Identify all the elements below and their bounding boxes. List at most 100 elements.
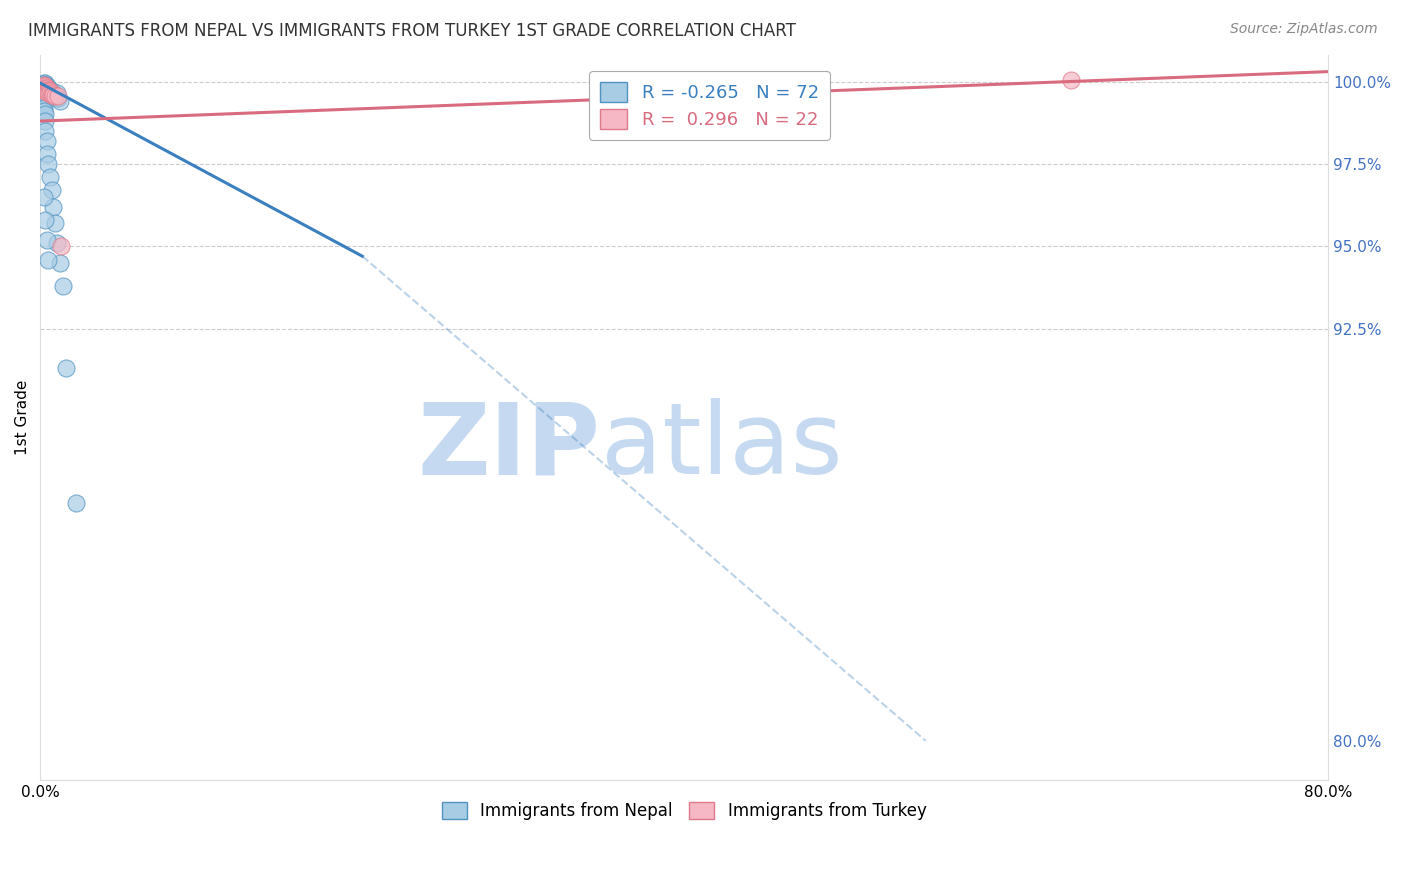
Point [34,83,56,97]
Point [32,83,55,97]
Point [32,104,55,119]
Point [35,84,58,98]
Point [44,87,66,102]
Point [32,78,55,92]
Point [35,79,58,94]
Point [32,78,55,92]
Point [51,239,73,253]
Point [34,81,56,95]
Point [34,83,56,97]
Point [35,81,58,95]
Point [35,147,58,161]
Point [35,87,58,102]
Legend: Immigrants from Nepal, Immigrants from Turkey: Immigrants from Nepal, Immigrants from T… [436,795,934,826]
Point [37,84,59,98]
Point [35,84,58,98]
Point [34,81,56,95]
Point [34,124,56,138]
Point [39,86,62,100]
Point [41,86,63,100]
Point [41,84,63,98]
Point [1059,73,1081,87]
Point [32,76,55,90]
Point [45,91,67,105]
Point [32,81,55,95]
Point [42,87,65,102]
Point [34,78,56,92]
Point [34,79,56,94]
Point [34,83,56,97]
Point [55,361,77,376]
Text: ZIP: ZIP [418,398,600,495]
Point [34,76,56,90]
Text: Source: ZipAtlas.com: Source: ZipAtlas.com [1230,22,1378,37]
Point [34,87,56,102]
Point [34,84,56,98]
Point [34,78,56,92]
Point [39,83,62,97]
Point [37,81,59,95]
Text: atlas: atlas [600,398,842,495]
Point [39,86,62,100]
Point [65,496,87,510]
Point [34,81,56,95]
Text: IMMIGRANTS FROM NEPAL VS IMMIGRANTS FROM TURKEY 1ST GRADE CORRELATION CHART: IMMIGRANTS FROM NEPAL VS IMMIGRANTS FROM… [28,22,796,40]
Point [34,107,56,121]
Point [31,97,53,112]
Point [32,83,55,97]
Point [45,86,67,100]
Point [32,81,55,95]
Y-axis label: 1st Grade: 1st Grade [15,380,30,456]
Point [32,79,55,94]
Point [35,81,58,95]
Point [32,190,55,204]
Point [31,78,53,92]
Point [48,256,70,270]
Point [34,79,56,94]
Point [39,170,62,185]
Point [32,81,55,95]
Point [35,233,58,247]
Point [37,83,59,97]
Point [42,87,65,102]
Point [37,84,59,98]
Point [39,87,62,102]
Point [35,83,58,97]
Point [32,84,55,98]
Point [37,157,59,171]
Point [35,84,58,98]
Point [37,89,59,103]
Point [37,252,59,267]
Point [35,134,58,148]
Point [46,89,69,103]
Point [41,87,63,102]
Point [34,86,56,100]
Point [41,86,63,100]
Point [52,278,75,293]
Point [37,83,59,97]
Point [41,87,63,102]
Point [39,84,62,98]
Point [34,213,56,227]
Point [34,79,56,94]
Point [35,83,58,97]
Point [35,86,58,100]
Point [39,84,62,98]
Point [44,216,66,230]
Point [46,91,69,105]
Point [42,86,65,100]
Point [48,95,70,109]
Point [37,86,59,100]
Point [44,89,66,103]
Point [41,183,63,197]
Point [34,114,56,128]
Point [37,86,59,100]
Point [32,79,55,94]
Point [32,101,55,115]
Point [44,89,66,103]
Point [32,79,55,94]
Point [37,87,59,102]
Point [34,84,56,98]
Point [42,200,65,214]
Point [45,235,67,250]
